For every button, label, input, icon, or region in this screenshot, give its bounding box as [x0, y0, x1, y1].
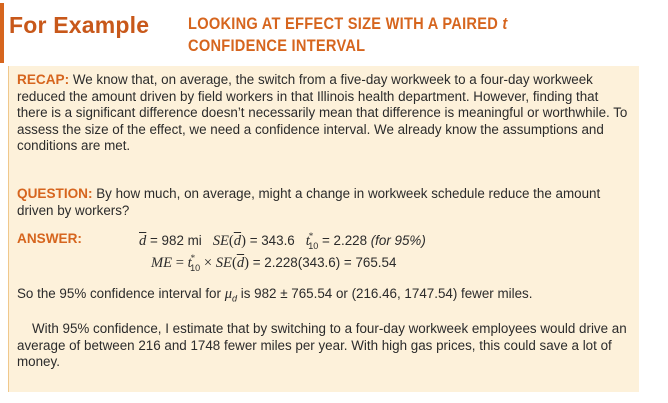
for-example-label: For Example — [9, 12, 150, 38]
recap-label: RECAP: — [17, 72, 70, 87]
times-sign: × — [200, 254, 216, 271]
accent-bar — [0, 3, 4, 63]
conclusion-paragraph: So the 95% confidence interval for μd is… — [17, 286, 629, 307]
conclusion-pre: So the 95% confidence interval for — [17, 286, 225, 301]
title-line-1: LOOKING AT EFFECT SIZE WITH A PAIRED — [188, 14, 499, 33]
se-value: = 343.6 — [245, 232, 295, 248]
d-bar-symbol: d — [139, 232, 147, 249]
t-star-2: * — [190, 253, 196, 263]
title-line-2: CONFIDENCE INTERVAL — [188, 36, 366, 55]
me-result: = 2.228(343.6) = 765.54 — [248, 254, 397, 270]
se-argument: d — [233, 232, 242, 249]
se-label-2: SE — [215, 254, 232, 271]
recap-text: We know that, on average, the switch fro… — [17, 72, 628, 154]
final-paragraph: With 95% confidence, I estimate that by … — [17, 321, 627, 370]
me-equals: = — [172, 254, 188, 271]
t-df: 10 — [308, 240, 319, 251]
t-note: (for 95%) — [370, 232, 426, 248]
example-box: RECAP: We know that, on average, the swi… — [8, 66, 639, 392]
t-value: = 2.228 — [318, 232, 368, 248]
t-symbol: t — [305, 232, 310, 249]
t-star: * — [308, 231, 314, 241]
d-bar-value: = 982 mi — [146, 232, 202, 248]
title-t-variable: t — [502, 14, 508, 33]
conclusion-post: is 982 ± 765.54 or (216.46, 1747.54) few… — [237, 286, 533, 301]
answer-equation-2: ME = t*10 × SE(d) = 2.228(343.6) = 765.5… — [151, 253, 397, 273]
t-df-2: 10 — [190, 262, 201, 273]
answer-label: ANSWER: — [17, 231, 82, 246]
question-paragraph: QUESTION: By how much, on average, might… — [17, 186, 629, 219]
se-argument-2: d — [236, 254, 245, 271]
answer-equation-1: d = 982 mi SE(d) = 343.6 t*10 = 2.228 (f… — [139, 231, 426, 251]
me-label: ME — [151, 254, 173, 271]
mu-subscript: d — [232, 293, 238, 304]
question-label: QUESTION: — [17, 186, 93, 201]
question-text: By how much, on average, might a change … — [17, 186, 601, 218]
example-title: LOOKING AT EFFECT SIZE WITH A PAIRED t C… — [188, 13, 566, 57]
t-symbol-2: t — [187, 254, 192, 271]
recap-paragraph: RECAP: We know that, on average, the swi… — [17, 72, 629, 155]
se-label: SE — [212, 232, 229, 249]
example-header: For Example LOOKING AT EFFECT SIZE WITH … — [0, 0, 668, 66]
mu-symbol: μ — [224, 286, 233, 302]
